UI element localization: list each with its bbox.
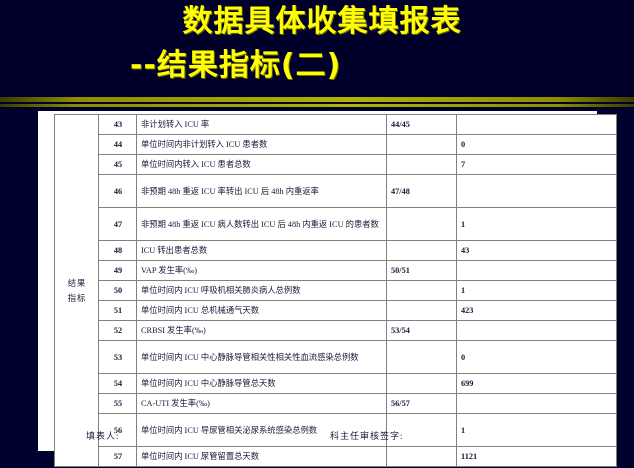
table-row: 52 CRBSI 发生率(‰) 53/54: [55, 320, 617, 341]
table-row: 51 单位时间内 ICU 总机械通气天数 423: [55, 300, 617, 321]
table-row: 45 单位时间内转入 ICU 患者总数 7: [55, 154, 617, 175]
indicator-name-cell: 单位时间内 ICU 尿管留置总天数: [136, 446, 387, 467]
indicator-name-cell: VAP 发生率(‰): [136, 260, 387, 281]
row-number-cell: 56: [98, 413, 137, 447]
indicator-name-cell: ICU 转出患者总数: [136, 240, 387, 261]
value-cell: 423: [456, 300, 617, 321]
value-cell: 43: [456, 240, 617, 261]
filled-by-label: 填表人:: [86, 431, 120, 441]
value-cell: [456, 393, 617, 414]
formula-cell: [386, 373, 457, 394]
row-number-cell: 45: [98, 154, 137, 175]
formula-cell: [386, 280, 457, 301]
signature-row: 填表人: 科主任审核签字:: [54, 429, 578, 445]
formula-cell: 56/57: [386, 393, 457, 414]
row-number-cell: 48: [98, 240, 137, 261]
row-number-cell: 57: [98, 446, 137, 467]
indicator-name-cell: 单位时间内转入 ICU 患者总数: [136, 154, 387, 175]
row-number-cell: 54: [98, 373, 137, 394]
page-title-subtitle: --结果指标(二): [130, 48, 342, 83]
formula-cell: 47/48: [386, 174, 457, 208]
row-number-cell: 43: [98, 114, 137, 135]
table-row: 53 单位时间内 ICU 中心静脉导管相关性相关性血流感染总例数 0: [55, 340, 617, 374]
table-row: 56 单位时间内 ICU 导尿管相关泌尿系统感染总例数 1: [55, 413, 617, 447]
formula-cell: 50/51: [386, 260, 457, 281]
indicator-table: 结果 指标 43 非计划转入 ICU 率 44/45 44 单位时间内非计划转入 ICU 患…: [54, 114, 617, 467]
formula-cell: 44/45: [386, 114, 457, 135]
table-row: 49 VAP 发生率(‰) 50/51: [55, 260, 617, 281]
row-number-cell: 53: [98, 340, 137, 374]
group-label-line-2: 指标: [67, 293, 87, 303]
table-row: 47 非预期 48h 重返 ICU 病人数转出 ICU 后 48h 内重返 ICU…: [55, 207, 617, 241]
indicator-name-cell: 单位时间内 ICU 中心静脉导管相关性相关性血流感染总例数: [136, 340, 387, 374]
group-label-line-1: 结果: [67, 278, 87, 288]
table-row: 55 CA-UTI 发生率(‰) 56/57: [55, 393, 617, 414]
value-cell: [456, 320, 617, 341]
table-row: 46 非预期 48h 重返 ICU 率转出 ICU 后 48h 内重返率 47/48: [55, 174, 617, 208]
indicator-name-cell: 非计划转入 ICU 率: [136, 114, 387, 135]
value-cell: [456, 114, 617, 135]
table-row: 44 单位时间内非计划转入 ICU 患者数 0: [55, 134, 617, 155]
table-row: 50 单位时间内 ICU 呼吸机相关肺炎病人总例数 1: [55, 280, 617, 301]
table-row: 57 单位时间内 ICU 尿管留置总天数 1121: [55, 446, 617, 467]
group-label-cell: 结果 指标: [54, 114, 99, 467]
value-cell: 7: [456, 154, 617, 175]
row-number-cell: 55: [98, 393, 137, 414]
table-row: 54 单位时间内 ICU 中心静脉导管总天数 699: [55, 373, 617, 394]
value-cell: 0: [456, 134, 617, 155]
row-number-cell: 44: [98, 134, 137, 155]
table-row: 48 ICU 转出患者总数 43: [55, 240, 617, 261]
row-number-cell: 51: [98, 300, 137, 321]
row-number-cell: 49: [98, 260, 137, 281]
indicator-name-cell: CRBSI 发生率(‰): [136, 320, 387, 341]
row-number-cell: 47: [98, 207, 137, 241]
formula-cell: [386, 154, 457, 175]
value-cell: 1: [456, 413, 617, 447]
table-row: 结果 指标 43 非计划转入 ICU 率 44/45: [54, 114, 617, 467]
form-sheet: 结果 指标 43 非计划转入 ICU 率 44/45 44 单位时间内非计划转入 ICU 患…: [38, 111, 617, 467]
indicator-name-cell: 单位时间内 ICU 中心静脉导管总天数: [136, 373, 387, 394]
row-number-cell: 46: [98, 174, 137, 208]
reviewed-by-label: 科主任审核签字:: [330, 431, 404, 441]
value-cell: 1: [456, 280, 617, 301]
formula-cell: [386, 446, 457, 467]
formula-cell: [386, 413, 457, 447]
divider-bar-bottom: [0, 104, 634, 107]
indicator-name-cell: 单位时间内 ICU 总机械通气天数: [136, 300, 387, 321]
indicator-name-cell: 非预期 48h 重返 ICU 率转出 ICU 后 48h 内重返率: [136, 174, 387, 208]
indicator-name-cell: 单位时间内非计划转入 ICU 患者数: [136, 134, 387, 155]
row-number-cell: 50: [98, 280, 137, 301]
divider-bar-top: [0, 97, 634, 102]
value-cell: [456, 260, 617, 281]
formula-cell: [386, 300, 457, 321]
indicator-name-cell: 非预期 48h 重返 ICU 病人数转出 ICU 后 48h 内重返 ICU 的…: [136, 207, 387, 241]
row-number-cell: 52: [98, 320, 137, 341]
formula-cell: [386, 134, 457, 155]
indicator-name-cell: CA-UTI 发生率(‰): [136, 393, 387, 414]
formula-cell: [386, 340, 457, 374]
value-cell: 0: [456, 340, 617, 374]
slide-title-area: 数据具体收集填报表 --结果指标(二): [0, 0, 634, 95]
formula-cell: 53/54: [386, 320, 457, 341]
value-cell: [456, 174, 617, 208]
page-title-primary: 数据具体收集填报表: [182, 4, 462, 39]
indicator-name-cell: 单位时间内 ICU 导尿管相关泌尿系统感染总例数: [136, 413, 387, 447]
value-cell: 699: [456, 373, 617, 394]
indicator-name-cell: 单位时间内 ICU 呼吸机相关肺炎病人总例数: [136, 280, 387, 301]
value-cell: 1: [456, 207, 617, 241]
formula-cell: [386, 207, 457, 241]
formula-cell: [386, 240, 457, 261]
value-cell: 1121: [456, 446, 617, 467]
